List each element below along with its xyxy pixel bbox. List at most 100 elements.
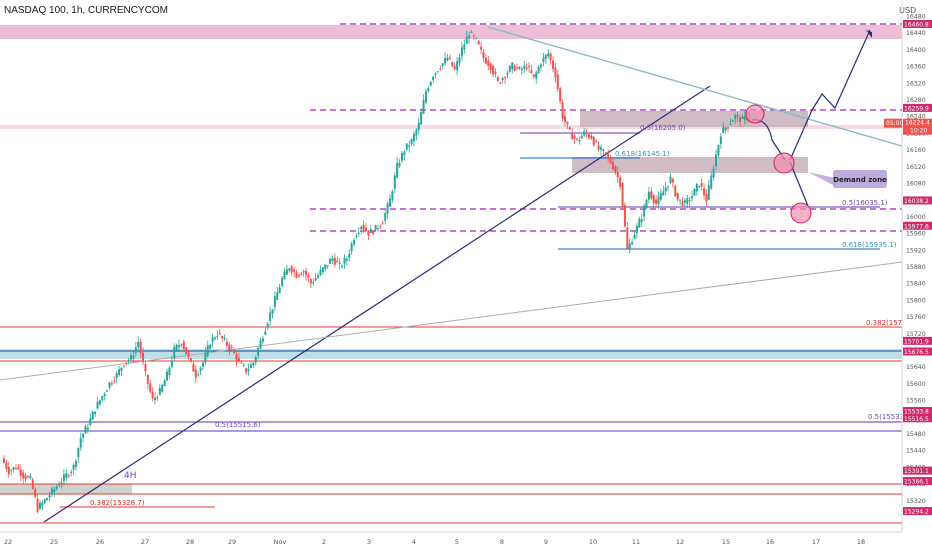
candle-body — [96, 401, 99, 409]
candle-body — [101, 396, 104, 401]
demand-zone-label: Demand zone — [833, 176, 887, 184]
candle-body — [197, 374, 200, 376]
candle-body — [568, 127, 571, 130]
candle-body — [278, 287, 281, 293]
candle-body — [434, 72, 437, 75]
candle-body — [333, 258, 336, 265]
callout-pointer — [808, 172, 835, 186]
candle-body — [297, 274, 300, 277]
y-tick-label: 15920 — [906, 247, 926, 254]
candle-body — [384, 213, 387, 221]
candle-body — [619, 177, 622, 187]
candle-body — [257, 348, 260, 356]
candle-body — [482, 52, 485, 58]
candle-body — [626, 227, 629, 249]
candle-body — [74, 460, 77, 467]
candle-body — [106, 390, 109, 392]
candle-body — [261, 338, 264, 342]
x-tick-label: 12 — [676, 538, 684, 546]
candle-body — [65, 473, 68, 479]
highlight-circle — [745, 104, 765, 124]
y-tick-label: 15960 — [906, 231, 926, 238]
candle-body — [595, 141, 598, 143]
candle-body — [480, 46, 483, 50]
candle-body — [218, 333, 221, 335]
candle-body — [664, 187, 667, 192]
candle-body — [549, 53, 552, 61]
candle-body — [403, 151, 406, 156]
candle-body — [386, 203, 389, 214]
candle-body — [276, 292, 279, 300]
x-tick-label: 25 — [50, 538, 58, 546]
candle-body — [458, 57, 461, 64]
candle-body — [544, 54, 547, 60]
fib-label: 0.5(16205.0) — [640, 124, 686, 132]
currency-label: USD — [899, 6, 916, 15]
candle-body — [523, 65, 526, 69]
price-label-bg — [903, 507, 932, 516]
candle-body — [532, 74, 535, 77]
candle-body — [513, 66, 516, 71]
candle-body — [357, 232, 360, 234]
candle-body — [504, 77, 507, 79]
candle-body — [679, 199, 682, 201]
candle-body — [317, 274, 320, 278]
candle-body — [48, 495, 51, 498]
demand-zone-box — [572, 157, 808, 173]
candle-body — [67, 475, 70, 477]
candle-body — [314, 277, 317, 281]
candle-body — [662, 191, 665, 196]
candle-body — [477, 41, 480, 45]
x-tick-label: 15 — [722, 538, 730, 546]
candle-body — [362, 224, 365, 230]
price-label: 16259.9 — [904, 105, 929, 112]
candle-body — [3, 458, 5, 463]
candle-body — [300, 273, 303, 275]
candle-body — [94, 411, 97, 415]
candle-body — [659, 193, 662, 200]
candle-body — [180, 344, 183, 346]
candle-body — [727, 127, 730, 129]
fib-label: 0.382(15328.7) — [90, 499, 145, 507]
candle-body — [249, 364, 252, 369]
candle-body — [14, 468, 17, 470]
long-trend-line — [0, 261, 903, 381]
candle-body — [710, 175, 713, 189]
candle-body — [7, 466, 10, 475]
candle-body — [118, 369, 121, 376]
candle-body — [621, 183, 624, 208]
candle-body — [391, 191, 394, 200]
candle-body — [170, 360, 173, 367]
price-label: 15366.1 — [904, 479, 929, 486]
candle-body — [746, 118, 749, 121]
candle-body — [540, 64, 543, 68]
price-label: 15701.9 — [904, 338, 929, 345]
candle-body — [441, 63, 444, 67]
candle-body — [221, 336, 224, 339]
candle-body — [686, 198, 689, 204]
candle-body — [398, 163, 401, 167]
projection-path — [789, 161, 809, 207]
candle-body — [293, 269, 296, 272]
candle-body — [103, 393, 106, 396]
candle-body — [446, 57, 449, 61]
candle-body — [161, 384, 164, 392]
candle-body — [525, 67, 528, 70]
candle-body — [247, 369, 250, 371]
candle-body — [79, 438, 82, 448]
candle-body — [379, 226, 382, 228]
candle-body — [456, 61, 459, 71]
candle-body — [192, 363, 195, 372]
support-zone-blue — [0, 349, 902, 359]
candle-body — [190, 358, 192, 361]
time-axis-bg — [0, 532, 902, 550]
candle-body — [19, 469, 22, 476]
candle-body — [216, 335, 219, 337]
candle-body — [465, 36, 468, 44]
candle-body — [372, 231, 375, 234]
candle-body — [336, 260, 339, 263]
candle-body — [410, 139, 413, 145]
candle-body — [230, 347, 233, 349]
candle-body — [12, 467, 15, 470]
